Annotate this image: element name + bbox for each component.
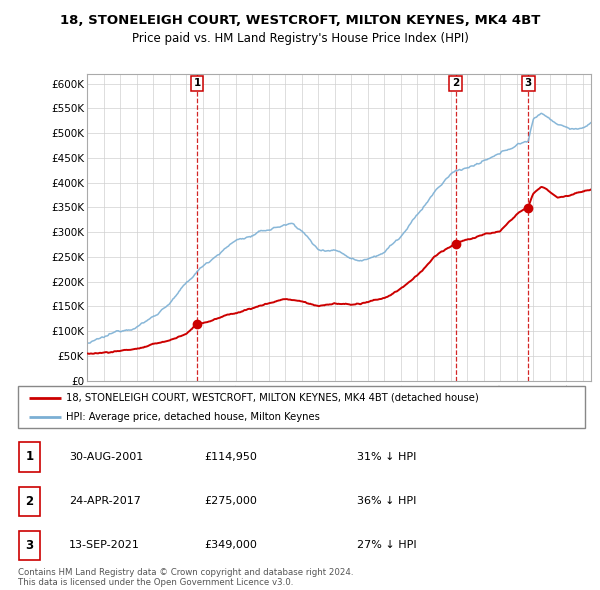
Text: £349,000: £349,000 (205, 540, 257, 550)
Text: 18, STONELEIGH COURT, WESTCROFT, MILTON KEYNES, MK4 4BT: 18, STONELEIGH COURT, WESTCROFT, MILTON … (60, 14, 540, 27)
FancyBboxPatch shape (19, 487, 40, 516)
Text: 3: 3 (25, 539, 34, 552)
Text: 2: 2 (452, 78, 459, 88)
Text: 2: 2 (25, 494, 34, 508)
Text: Price paid vs. HM Land Registry's House Price Index (HPI): Price paid vs. HM Land Registry's House … (131, 32, 469, 45)
Text: £114,950: £114,950 (205, 452, 257, 462)
Text: 31% ↓ HPI: 31% ↓ HPI (357, 452, 416, 462)
Text: HPI: Average price, detached house, Milton Keynes: HPI: Average price, detached house, Milt… (66, 412, 320, 422)
Text: 3: 3 (525, 78, 532, 88)
Text: 30-AUG-2001: 30-AUG-2001 (69, 452, 143, 462)
Text: Contains HM Land Registry data © Crown copyright and database right 2024.
This d: Contains HM Land Registry data © Crown c… (18, 568, 353, 587)
Text: 1: 1 (25, 450, 34, 464)
Text: 1: 1 (193, 78, 200, 88)
Text: 24-APR-2017: 24-APR-2017 (69, 496, 141, 506)
Text: 27% ↓ HPI: 27% ↓ HPI (357, 540, 416, 550)
FancyBboxPatch shape (19, 531, 40, 560)
Text: £275,000: £275,000 (205, 496, 257, 506)
Text: 13-SEP-2021: 13-SEP-2021 (69, 540, 140, 550)
FancyBboxPatch shape (19, 442, 40, 471)
Text: 18, STONELEIGH COURT, WESTCROFT, MILTON KEYNES, MK4 4BT (detached house): 18, STONELEIGH COURT, WESTCROFT, MILTON … (66, 392, 479, 402)
Text: 36% ↓ HPI: 36% ↓ HPI (357, 496, 416, 506)
FancyBboxPatch shape (18, 386, 585, 428)
